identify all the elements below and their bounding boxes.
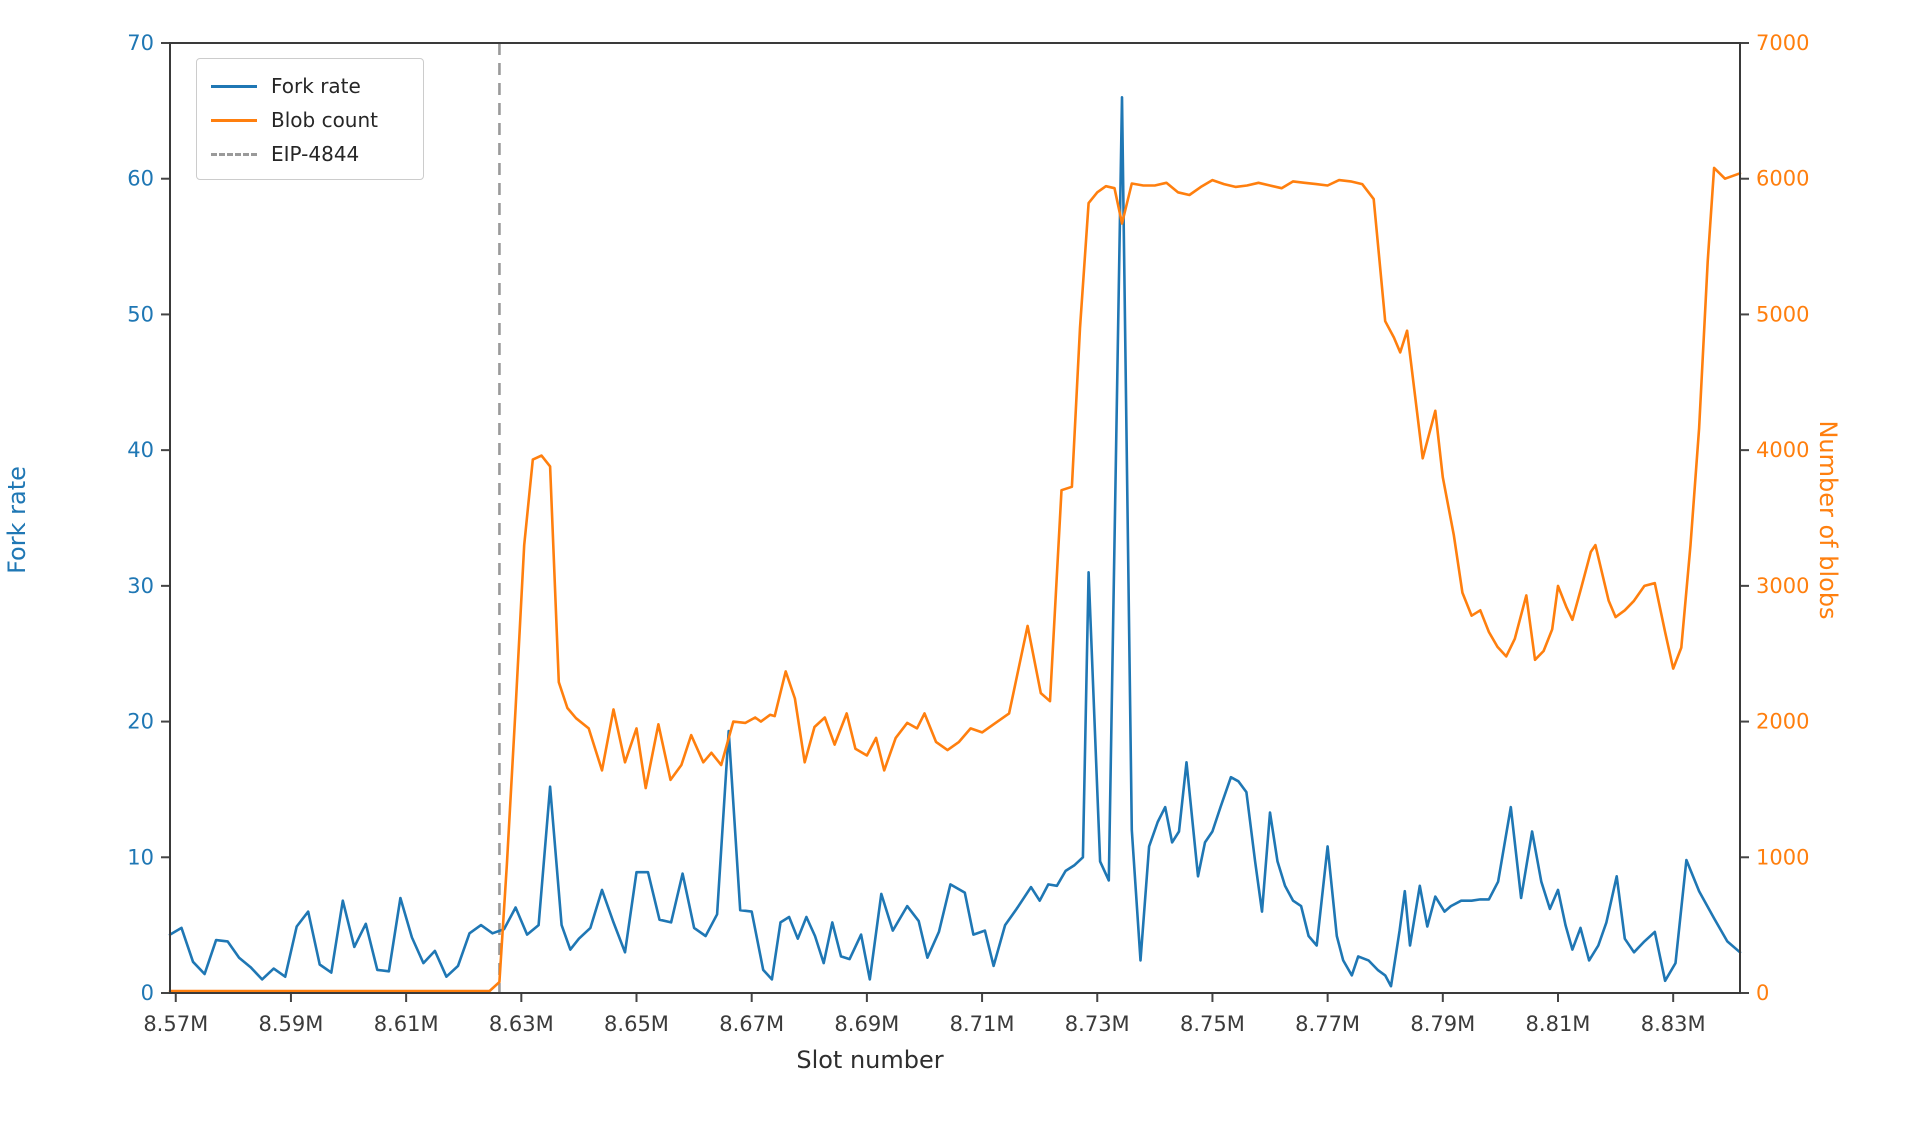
y-tick-label-left: 60 — [127, 167, 154, 191]
legend-item-fork-rate: Fork rate — [211, 69, 409, 103]
y-tick-label-left: 50 — [127, 302, 154, 326]
y-tick-label-left: 70 — [127, 31, 154, 55]
x-tick-label: 8.57M — [143, 1012, 208, 1036]
legend-line-sample — [211, 84, 257, 88]
series-line-blob-count — [168, 166, 1742, 993]
legend-item-blob-count: Blob count — [211, 103, 409, 137]
y-tick-label-right: 1000 — [1756, 845, 1809, 869]
x-tick-label: 8.71M — [950, 1012, 1015, 1036]
y-axis-label-right: Number of blobs — [1814, 420, 1842, 620]
y-tick-label-left: 0 — [141, 981, 154, 1005]
y-axis-label-left: Fork rate — [3, 466, 31, 574]
x-tick-label: 8.79M — [1410, 1012, 1475, 1036]
y-tick-label-left: 10 — [127, 845, 154, 869]
x-tick-label: 8.83M — [1641, 1012, 1706, 1036]
x-tick-label: 8.61M — [374, 1012, 439, 1036]
x-tick-label: 8.59M — [259, 1012, 324, 1036]
y-tick-label-right: 3000 — [1756, 574, 1809, 598]
x-tick-label: 8.73M — [1065, 1012, 1130, 1036]
legend-item-eip-4844: EIP-4844 — [211, 137, 409, 171]
x-tick-label: 8.65M — [604, 1012, 669, 1036]
y-tick-label-left: 20 — [127, 710, 154, 734]
x-tick-label: 8.77M — [1295, 1012, 1360, 1036]
legend-line-sample — [211, 118, 257, 122]
x-tick-label: 8.69M — [834, 1012, 899, 1036]
y-tick-label-right: 2000 — [1756, 710, 1809, 734]
legend: Fork rate Blob count EIP-4844 — [196, 58, 424, 180]
series-line-fork-rate — [168, 96, 1742, 988]
plot-spines — [169, 42, 1741, 994]
x-tick-label: 8.81M — [1526, 1012, 1591, 1036]
y-tick-label-left: 30 — [127, 574, 154, 598]
legend-label: Blob count — [271, 108, 378, 132]
legend-label: EIP-4844 — [271, 142, 360, 166]
y-tick-label-right: 4000 — [1756, 438, 1809, 462]
y-tick-label-right: 5000 — [1756, 302, 1809, 326]
legend-label: Fork rate — [271, 74, 361, 98]
x-tick-label: 8.75M — [1180, 1012, 1245, 1036]
x-tick-label: 8.67M — [719, 1012, 784, 1036]
y-tick-label-right: 7000 — [1756, 31, 1809, 55]
y-tick-label-left: 40 — [127, 438, 154, 462]
y-tick-label-right: 6000 — [1756, 167, 1809, 191]
legend-line-sample — [211, 152, 257, 156]
x-tick-label: 8.63M — [489, 1012, 554, 1036]
y-tick-label-right: 0 — [1756, 981, 1769, 1005]
x-axis-label: Slot number — [796, 1046, 944, 1074]
